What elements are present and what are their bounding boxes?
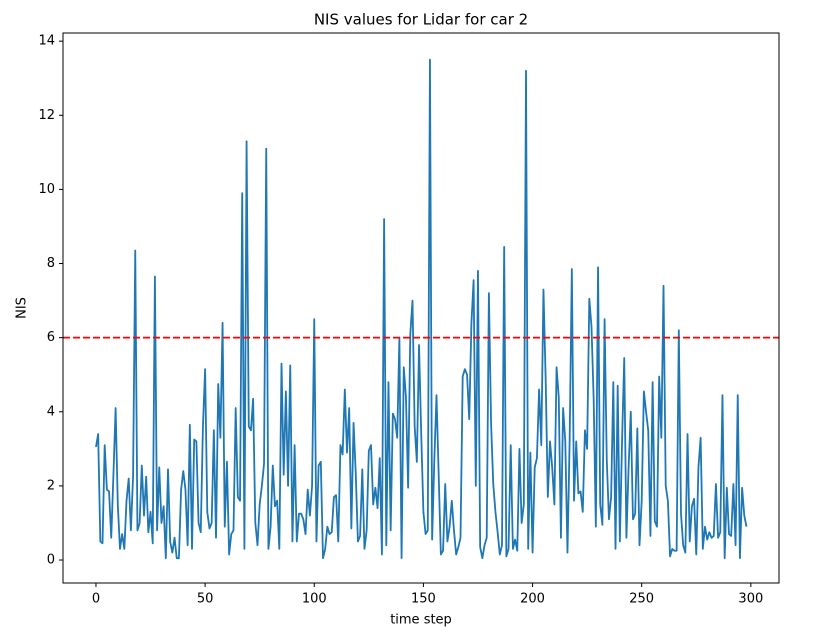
x-tick-label: 250 [629,592,654,607]
x-tick-label: 100 [302,592,327,607]
y-tick-label: 14 [38,34,55,49]
x-tick-label: 150 [411,592,436,607]
y-tick-label: 10 [38,182,55,197]
y-tick-label: 12 [38,108,55,123]
x-tick-label: 50 [197,592,214,607]
plot-frame [62,32,780,584]
y-tick-label: 8 [47,256,55,271]
x-tick-label: 300 [738,592,763,607]
data-line [95,58,748,560]
y-tick-label: 6 [47,330,55,345]
y-tick-label: 2 [47,478,55,493]
x-tick-label: 0 [92,592,100,607]
x-axis-label: time step [390,613,452,628]
y-axis-label: NIS [15,297,30,319]
y-tick-label: 0 [47,553,55,568]
y-tick-label: 4 [47,404,55,419]
x-tick-label: 200 [520,592,545,607]
chart-title: NIS values for Lidar for car 2 [314,11,528,29]
